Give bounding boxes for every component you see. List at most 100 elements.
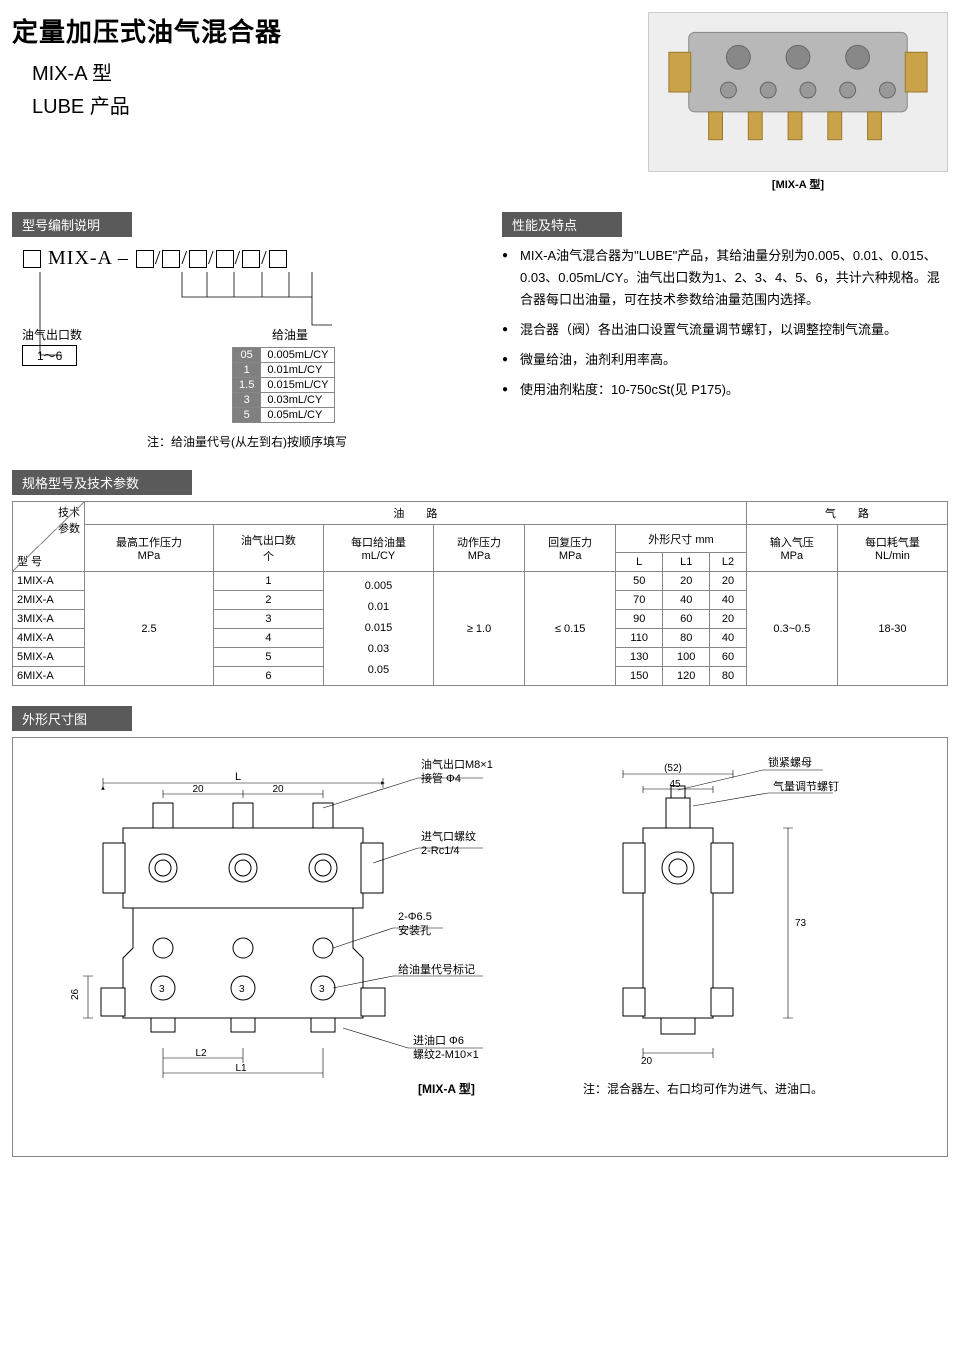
right-column: 性能及特点 MIX-A油气混合器为"LUBE"产品，其给油量分别为0.005、0… bbox=[502, 192, 948, 450]
h-air-c: 每口耗气量NL/min bbox=[837, 525, 947, 572]
svg-text:26: 26 bbox=[70, 988, 81, 1000]
corner-bottom: 型 号 bbox=[17, 553, 42, 569]
corner-top: 技术参数 bbox=[58, 504, 80, 536]
two-column-section: 型号编制说明 MIX-A – ///// 油气出口数 1～6 bbox=[12, 192, 948, 450]
model-code: MIX-A – ///// bbox=[22, 247, 472, 270]
features-list: MIX-A油气混合器为"LUBE"产品，其给油量分别为0.005、0.01、0.… bbox=[502, 245, 948, 402]
spec-airc: 18-30 bbox=[837, 572, 947, 686]
feature-item: 微量给油，油剂利用率高。 bbox=[502, 349, 948, 371]
h-oil-path: 油 路 bbox=[85, 502, 747, 525]
svg-text:气量调节螺钉: 气量调节螺钉 bbox=[773, 779, 839, 793]
oil-code: 05 bbox=[233, 348, 261, 363]
svg-text:2-Rc1/4: 2-Rc1/4 bbox=[421, 845, 460, 857]
h-action-p: 动作压力MPa bbox=[433, 525, 524, 572]
h-max-p: 最高工作压力MPa bbox=[85, 525, 214, 572]
corner-cell: 技术参数 型 号 bbox=[13, 502, 85, 572]
oil-code-row: 50.05mL/CY bbox=[233, 408, 335, 423]
box-outlet bbox=[23, 250, 41, 268]
svg-text:锁紧螺母: 锁紧螺母 bbox=[768, 755, 812, 769]
spec-L1: 80 bbox=[663, 629, 710, 648]
spec-L1: 20 bbox=[663, 572, 710, 591]
oil-val: 0.005mL/CY bbox=[261, 348, 335, 363]
svg-text:45: 45 bbox=[669, 779, 681, 790]
svg-text:3: 3 bbox=[319, 984, 325, 995]
spec-row: 1MIX-A2.510.0050.010.0150.030.05≥ 1.0≤ 0… bbox=[13, 572, 948, 591]
spec-outlets: 1 bbox=[213, 572, 323, 591]
h-air-path: 气 路 bbox=[746, 502, 947, 525]
feature-item: 使用油剂粘度：10-750cSt(见 P175)。 bbox=[502, 379, 948, 401]
spec-outlets: 2 bbox=[213, 591, 323, 610]
product-svg bbox=[649, 12, 947, 172]
outlet-range: 1～6 bbox=[22, 345, 77, 366]
h-return-p: 回复压力MPa bbox=[525, 525, 616, 572]
oil-code-row: 1.50.015mL/CY bbox=[233, 378, 335, 393]
subtitle-2: LUBE 产品 bbox=[32, 90, 648, 119]
spec-L1: 60 bbox=[663, 610, 710, 629]
spec-outlets: 5 bbox=[213, 648, 323, 667]
section-specs: 规格型号及技术参数 bbox=[12, 470, 192, 495]
model-prefix: MIX-A bbox=[48, 247, 112, 269]
svg-text:注：混合器左、右口均可作为进气、进油口。: 注：混合器左、右口均可作为进气、进油口。 bbox=[583, 1081, 823, 1096]
oil-code: 1 bbox=[233, 363, 261, 378]
spec-model: 5MIX-A bbox=[13, 648, 85, 667]
spec-peroutlet: 0.0050.010.0150.030.05 bbox=[323, 572, 433, 686]
spec-L2: 80 bbox=[710, 667, 747, 686]
svg-text:螺纹2-M10×1: 螺纹2-M10×1 bbox=[413, 1047, 479, 1061]
outlet-label-group: 油气出口数 1～6 bbox=[22, 320, 82, 366]
title-block: 定量加压式油气混合器 MIX-A 型 LUBE 产品 bbox=[12, 12, 648, 119]
oil-amount-label: 给油量 bbox=[272, 326, 335, 343]
oil-code-row: 050.005mL/CY bbox=[233, 348, 335, 363]
spec-inair: 0.3~0.5 bbox=[746, 572, 837, 686]
spec-table: 技术参数 型 号 油 路 气 路 最高工作压力MPa 油气出口数个 每口给油量m… bbox=[12, 501, 948, 686]
oil-code: 3 bbox=[233, 393, 261, 408]
spec-L: 110 bbox=[616, 629, 663, 648]
h-per-outlet: 每口给油量mL/CY bbox=[323, 525, 433, 572]
spec-model: 4MIX-A bbox=[13, 629, 85, 648]
oil-code-row: 10.01mL/CY bbox=[233, 363, 335, 378]
product-image-wrap: [MIX-A 型] bbox=[648, 12, 948, 192]
section-model-desc: 型号编制说明 bbox=[12, 212, 132, 237]
spec-L1: 100 bbox=[663, 648, 710, 667]
oil-amount-group: 给油量 050.005mL/CY10.01mL/CY1.50.015mL/CY3… bbox=[232, 320, 335, 423]
feature-item: 混合器（阀）各出油口设置气流量调节螺钉，以调整控制气流量。 bbox=[502, 319, 948, 341]
box-3 bbox=[189, 250, 207, 268]
spec-maxp: 2.5 bbox=[85, 572, 214, 686]
subtitle-1: MIX-A 型 bbox=[32, 57, 648, 86]
oil-val: 0.05mL/CY bbox=[261, 408, 335, 423]
oil-code-table: 050.005mL/CY10.01mL/CY1.50.015mL/CY30.03… bbox=[232, 347, 335, 423]
svg-text:20: 20 bbox=[272, 784, 284, 795]
oil-val: 0.01mL/CY bbox=[261, 363, 335, 378]
product-caption: [MIX-A 型] bbox=[648, 176, 948, 192]
box-5 bbox=[242, 250, 260, 268]
oil-code-row: 30.03mL/CY bbox=[233, 393, 335, 408]
spec-L: 70 bbox=[616, 591, 663, 610]
svg-text:[MIX-A 型]: [MIX-A 型] bbox=[418, 1081, 475, 1096]
drawing-svg: 3 3 3 L 20 20 26 L2 L1 bbox=[23, 748, 943, 1148]
drawing-container: 3 3 3 L 20 20 26 L2 L1 bbox=[12, 737, 948, 1157]
box-2 bbox=[162, 250, 180, 268]
h-dims: 外形尺寸 mm bbox=[616, 525, 747, 553]
spec-model: 1MIX-A bbox=[13, 572, 85, 591]
section-dims: 外形尺寸图 bbox=[12, 706, 132, 731]
section-features: 性能及特点 bbox=[502, 212, 622, 237]
box-6 bbox=[269, 250, 287, 268]
spec-outlets: 4 bbox=[213, 629, 323, 648]
spec-L2: 60 bbox=[710, 648, 747, 667]
spec-outlets: 6 bbox=[213, 667, 323, 686]
spec-L1: 120 bbox=[663, 667, 710, 686]
spec-L1: 40 bbox=[663, 591, 710, 610]
feature-item: MIX-A油气混合器为"LUBE"产品，其给油量分别为0.005、0.01、0.… bbox=[502, 245, 948, 311]
spec-model: 2MIX-A bbox=[13, 591, 85, 610]
svg-text:进油口 Φ6: 进油口 Φ6 bbox=[413, 1033, 464, 1047]
spec-L: 130 bbox=[616, 648, 663, 667]
spec-actionp: ≥ 1.0 bbox=[433, 572, 524, 686]
oil-code: 5 bbox=[233, 408, 261, 423]
h-L2: L2 bbox=[710, 553, 747, 572]
h-outlets: 油气出口数个 bbox=[213, 525, 323, 572]
svg-text:20: 20 bbox=[641, 1056, 653, 1067]
spec-outlets: 3 bbox=[213, 610, 323, 629]
svg-text:L1: L1 bbox=[235, 1063, 247, 1074]
spec-model: 6MIX-A bbox=[13, 667, 85, 686]
lbl-outlet: 油气出口M8×1 bbox=[421, 757, 493, 771]
spec-L2: 40 bbox=[710, 591, 747, 610]
